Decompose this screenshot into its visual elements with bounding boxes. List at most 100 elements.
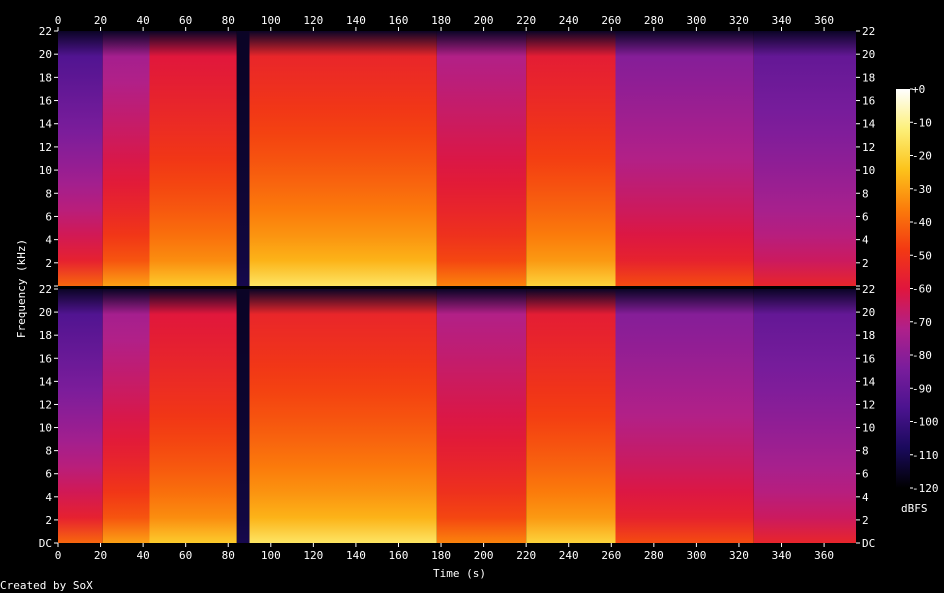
colorbar-tick-label: -60 xyxy=(912,283,932,296)
x-tick-label-bottom: 360 xyxy=(814,549,834,562)
x-tick-label-top: 280 xyxy=(644,14,664,27)
y-tick-label-left: 20 xyxy=(39,48,52,61)
y-tick-label-left: 22 xyxy=(39,283,52,296)
x-tick-label-top: 200 xyxy=(474,14,494,27)
colorbar: +0 -10 -20 -30 -40 -50 -60 -70 -80 -90 -100 -110 -12… xyxy=(896,83,939,495)
colorbar-tick-label: -20 xyxy=(912,150,932,163)
spectrogram-panels xyxy=(58,31,856,543)
channel-1-segment-1 xyxy=(58,31,103,286)
channel-1-segment-6 xyxy=(436,31,527,286)
y-tick-label-right: 22 xyxy=(862,25,875,38)
colorbar-tick-label: -110 xyxy=(912,449,939,462)
y-tick-label-left: 14 xyxy=(39,118,53,131)
channel-1-spectrogram xyxy=(58,31,856,286)
y-tick-label-left: 16 xyxy=(39,95,52,108)
colorbar-tick-label: -70 xyxy=(912,316,932,329)
x-tick-label-bottom: 260 xyxy=(601,549,621,562)
x-tick-label-bottom: 0 xyxy=(55,549,62,562)
y-tick-label-right: 4 xyxy=(862,234,869,247)
x-tick-label-bottom: 40 xyxy=(136,549,149,562)
x-tick-label-top: 320 xyxy=(729,14,749,27)
y-tick-label-right: 2 xyxy=(862,514,869,527)
y-tick-label-right: 20 xyxy=(862,48,875,61)
y-tick-label-right: 8 xyxy=(862,187,869,200)
y-tick-label-right: 20 xyxy=(862,306,875,319)
y-tick-label-left: 6 xyxy=(45,468,52,481)
x-tick-label-top: 40 xyxy=(136,14,149,27)
x-tick-label-top: 100 xyxy=(261,14,281,27)
x-tick-label-top: 80 xyxy=(222,14,235,27)
y-axis-label: Frequency (kHz) xyxy=(15,238,29,339)
x-tick-label-bottom: 20 xyxy=(94,549,107,562)
y-tick-label-right: 2 xyxy=(862,257,869,270)
x-tick-label-bottom: 200 xyxy=(474,549,494,562)
channel-1-segment-8 xyxy=(615,31,754,286)
y-tick-label-right: 4 xyxy=(862,491,869,504)
y-tick-label-left: 14 xyxy=(39,375,53,388)
y-tick-label-right: 6 xyxy=(862,468,869,481)
x-tick-label-top: 180 xyxy=(431,14,451,27)
x-tick-label-top: 0 xyxy=(55,14,62,27)
y-tick-label-left: 10 xyxy=(39,164,52,177)
x-tick-label-top: 340 xyxy=(772,14,792,27)
y-tick-label-left: 18 xyxy=(39,71,52,84)
y-tick-label-left: 12 xyxy=(39,398,52,411)
y-tick-label-right: 6 xyxy=(862,210,869,223)
y-tick-label-left: 8 xyxy=(45,187,52,200)
channel-2-segment-1 xyxy=(58,289,103,543)
channel-1-segment-7 xyxy=(526,31,616,286)
channel-2-segment-2 xyxy=(102,289,150,543)
y-tick-label-right: 10 xyxy=(862,422,875,435)
y-tick-label-left: 4 xyxy=(45,491,52,504)
y-tick-label-right: 18 xyxy=(862,71,875,84)
x-tick-label-top: 20 xyxy=(94,14,107,27)
channel-1-segment-3 xyxy=(149,31,237,286)
x-tick-label-bottom: 280 xyxy=(644,549,664,562)
x-tick-label-bottom: 100 xyxy=(261,549,281,562)
colorbar-tick-label: -120 xyxy=(912,482,939,495)
y-tick-label-left: 22 xyxy=(39,25,52,38)
y-tick-label-left: 20 xyxy=(39,306,52,319)
channel-1-segment-5 xyxy=(249,31,437,286)
y-tick-label-left: 2 xyxy=(45,257,52,270)
channel-2-segment-3 xyxy=(149,289,237,543)
colorbar-tick-label: -40 xyxy=(912,216,932,229)
y-tick-label-left: 16 xyxy=(39,352,52,365)
x-tick-label-top: 160 xyxy=(389,14,409,27)
y-tick-label-right: DC xyxy=(862,537,875,550)
x-tick-label-top: 300 xyxy=(686,14,706,27)
x-tick-label-bottom: 180 xyxy=(431,549,451,562)
credit-text: Created by SoX xyxy=(0,579,93,592)
colorbar-tick-label: +0 xyxy=(912,83,925,96)
y-tick-label-right: 12 xyxy=(862,141,875,154)
x-tick-label-top: 240 xyxy=(559,14,579,27)
x-tick-label-bottom: 220 xyxy=(516,549,536,562)
x-tick-label-top: 260 xyxy=(601,14,621,27)
x-tick-label-top: 140 xyxy=(346,14,366,27)
colorbar-tick-label: -100 xyxy=(912,416,939,429)
y-tick-label-left: 18 xyxy=(39,329,52,342)
y-tick-label-left: 2 xyxy=(45,514,52,527)
x-tick-label-bottom: 140 xyxy=(346,549,366,562)
channel-1-segment-9 xyxy=(753,31,856,286)
x-tick-label-bottom: 60 xyxy=(179,549,192,562)
channel-1-segment-4 xyxy=(236,31,250,286)
channel-1-segment-2 xyxy=(102,31,150,286)
y-tick-label-right: 14 xyxy=(862,118,876,131)
channel-2-segment-8 xyxy=(615,289,754,543)
y-tick-label-right: 16 xyxy=(862,352,875,365)
axes: 0 0 20 20 40 40 60 60 80 80 100 100 120 120 140 140 160 1… xyxy=(39,14,876,562)
x-tick-label-bottom: 80 xyxy=(222,549,235,562)
x-tick-label-bottom: 300 xyxy=(686,549,706,562)
channel-2-segment-5 xyxy=(249,289,437,543)
y-tick-label-left: 6 xyxy=(45,210,52,223)
x-axis-label: Time (s) xyxy=(433,567,486,580)
channel-2-spectrogram xyxy=(58,289,856,543)
colorbar-tick-label: -90 xyxy=(912,382,932,395)
y-tick-label-left: 10 xyxy=(39,422,52,435)
x-tick-label-top: 60 xyxy=(179,14,192,27)
x-tick-label-top: 360 xyxy=(814,14,834,27)
colorbar-tick-label: -80 xyxy=(912,349,932,362)
colorbar-gradient xyxy=(896,89,910,488)
